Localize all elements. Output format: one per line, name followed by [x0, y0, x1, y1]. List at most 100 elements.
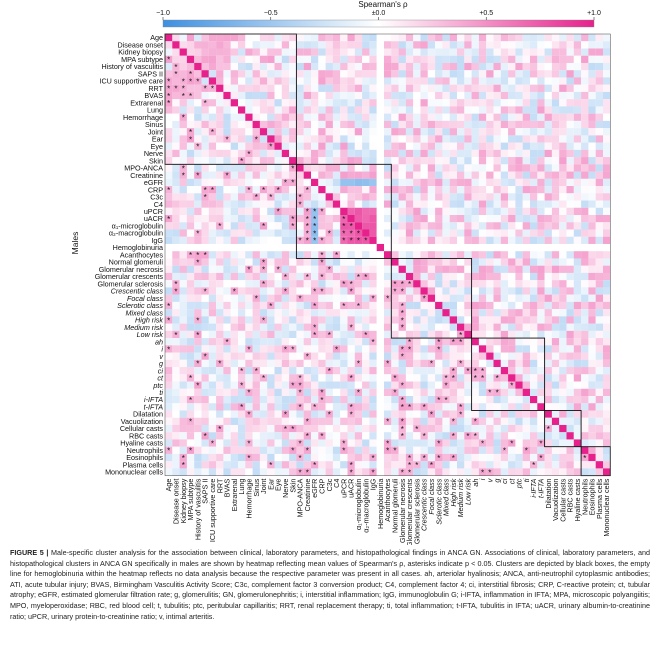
heatmap-cell	[493, 128, 501, 136]
heatmap-cell	[595, 403, 604, 411]
significance-asterisk: *	[255, 295, 258, 304]
heatmap-cell	[442, 453, 450, 462]
heatmap-cell	[464, 200, 472, 208]
heatmap-cell	[296, 294, 304, 302]
heatmap-cell	[442, 84, 450, 92]
significance-asterisk: *	[211, 439, 214, 448]
heatmap-cell	[332, 149, 341, 158]
heatmap-cell	[230, 41, 239, 49]
heatmap-cell	[362, 222, 370, 230]
significance-asterisk: *	[488, 389, 491, 398]
heatmap-cell	[376, 215, 385, 223]
heatmap-cell	[325, 48, 333, 56]
heatmap-cell	[354, 135, 363, 143]
heatmap-cell	[588, 374, 596, 382]
heatmap-cell	[508, 345, 516, 353]
heatmap-cell	[186, 55, 195, 64]
heatmap-cell	[281, 403, 290, 411]
heatmap-cell	[544, 120, 552, 129]
significance-asterisk: *	[481, 374, 484, 383]
heatmap-cell	[464, 70, 472, 78]
heatmap-cell	[223, 439, 231, 447]
heatmap-cell	[522, 215, 531, 223]
significance-asterisk: *	[262, 316, 265, 325]
heatmap-cell	[442, 164, 450, 172]
heatmap-cell	[252, 149, 260, 158]
heatmap-cell	[595, 171, 604, 179]
heatmap-cell	[595, 70, 604, 78]
significance-asterisk: *	[357, 237, 360, 246]
heatmap-cell	[559, 367, 567, 375]
heatmap-cell	[238, 171, 246, 179]
significance-asterisk: *	[401, 287, 404, 296]
heatmap-cell	[274, 381, 282, 389]
heatmap-cell	[515, 77, 523, 85]
heatmap-cell	[566, 215, 574, 223]
heatmap-cell	[259, 62, 268, 71]
heatmap-cell	[340, 70, 348, 78]
significance-asterisk: *	[444, 396, 447, 405]
heatmap-cell	[340, 106, 348, 114]
heatmap-cell	[172, 453, 180, 462]
heatmap-cell	[595, 432, 604, 440]
heatmap-cell	[566, 280, 574, 288]
row-label: α₂-macroglobulin	[109, 229, 163, 238]
heatmap-cell	[303, 34, 312, 42]
heatmap-cell	[537, 157, 545, 165]
heatmap-cell	[362, 41, 370, 49]
heatmap-cell	[398, 193, 406, 201]
heatmap-cell	[435, 193, 443, 201]
significance-asterisk: *	[196, 316, 199, 325]
heatmap-cell	[311, 164, 319, 172]
heatmap-cell	[522, 272, 531, 281]
heatmap-cell	[449, 352, 458, 360]
significance-asterisk: *	[401, 302, 404, 311]
heatmap-cell	[573, 424, 582, 433]
heatmap-cell	[427, 41, 436, 49]
column-label: Joint	[259, 479, 268, 494]
heatmap-cell	[347, 99, 355, 107]
heatmap-cell	[530, 62, 538, 71]
heatmap-cell	[223, 294, 231, 302]
heatmap-cell	[427, 128, 436, 136]
significance-asterisk: *	[182, 454, 185, 463]
heatmap-cell	[486, 439, 494, 447]
heatmap-cell	[500, 396, 509, 404]
heatmap-cell	[186, 178, 195, 187]
heatmap-cell	[471, 330, 479, 339]
column-label: C4	[332, 479, 341, 488]
heatmap-cell	[259, 287, 268, 295]
heatmap-cell	[573, 272, 582, 281]
heatmap-cell	[478, 128, 487, 136]
heatmap-cell	[369, 345, 377, 353]
heatmap-cell	[289, 468, 297, 476]
heatmap-cell	[369, 142, 377, 150]
heatmap-cell	[486, 62, 494, 71]
heatmap-cell	[216, 243, 224, 252]
heatmap-cell	[208, 439, 217, 447]
heatmap-cell	[515, 424, 523, 433]
heatmap-cell	[230, 381, 239, 389]
heatmap-cell	[551, 367, 560, 375]
significance-asterisk: *	[196, 172, 199, 181]
heatmap-cell	[274, 243, 282, 252]
heatmap-cell	[259, 178, 268, 187]
heatmap-cell	[362, 215, 370, 223]
heatmap-cell	[508, 77, 516, 85]
heatmap-cell	[340, 453, 348, 462]
heatmap-cell	[252, 374, 260, 382]
significance-asterisk: *	[371, 468, 374, 477]
heatmap-cell	[427, 439, 436, 447]
heatmap-cell	[581, 157, 589, 165]
heatmap-cell	[427, 367, 436, 375]
significance-asterisk: *	[510, 381, 513, 390]
heatmap-cell	[369, 309, 377, 317]
heatmap-cell	[522, 164, 531, 172]
heatmap-cell	[413, 215, 421, 223]
heatmap-cell	[522, 301, 531, 310]
heatmap-cell	[274, 215, 282, 223]
heatmap-cell	[384, 345, 392, 353]
heatmap-cell	[208, 272, 217, 281]
heatmap-cell	[194, 215, 202, 223]
heatmap-cell	[186, 345, 195, 353]
